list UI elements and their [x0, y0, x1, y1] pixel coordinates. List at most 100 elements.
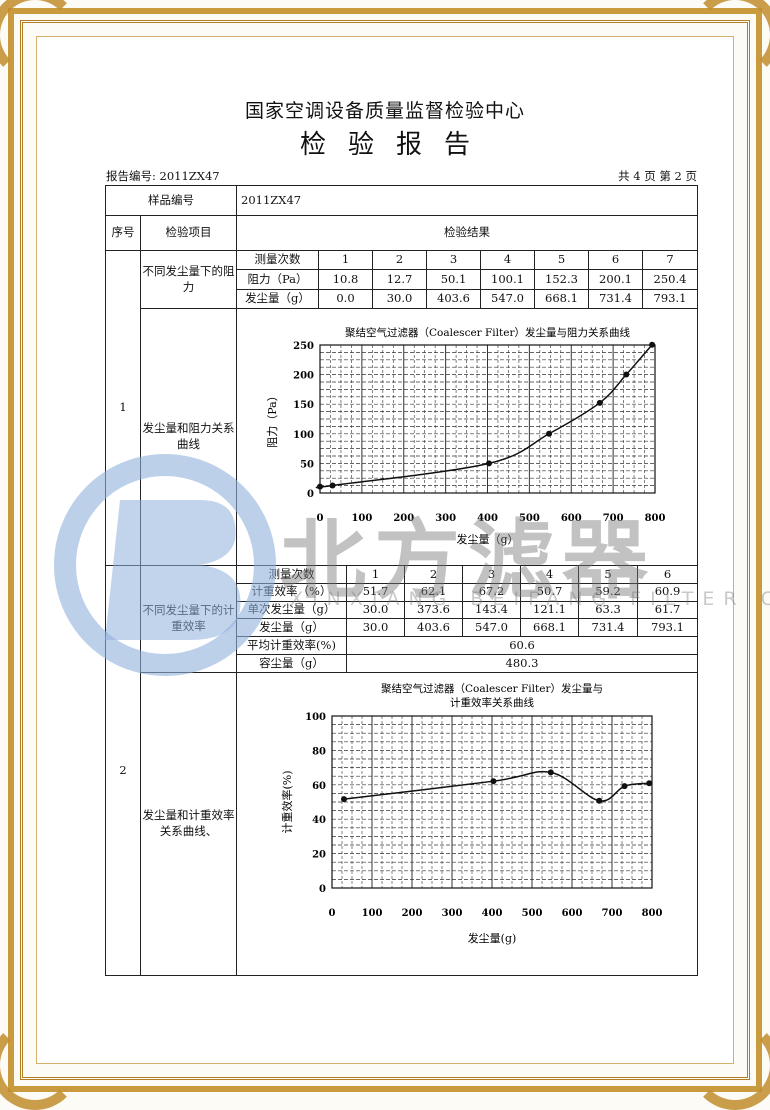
data-point: [649, 341, 656, 348]
y-tick-label: 200: [293, 371, 314, 382]
x-axis-label: 发尘量（g）: [456, 532, 518, 546]
data-point: [596, 399, 603, 406]
avg-efficiency-label: 平均计重效率(%): [236, 636, 347, 656]
header-result: 检验结果: [236, 215, 698, 251]
y-tick-label: 0: [307, 489, 314, 500]
x-tick-label: 600: [562, 908, 583, 919]
table-cell: 152.3: [534, 269, 589, 290]
table-cell: 6: [588, 250, 643, 271]
row-label: 发尘量（g）: [236, 618, 347, 638]
x-axis-label: 发尘量(g): [468, 931, 517, 945]
table-cell: 793.1: [637, 618, 698, 638]
data-point: [596, 797, 603, 804]
corner-ornament: [0, 1020, 80, 1110]
table-cell: 51.7: [346, 582, 405, 602]
table-cell: 793.1: [642, 288, 698, 309]
table-cell: 731.4: [578, 618, 638, 638]
y-tick-label: 20: [312, 850, 326, 861]
ornamental-border-inner: [20, 20, 750, 1080]
y-axis-label: 计重效率(%): [280, 770, 294, 833]
table-cell: 30.0: [372, 288, 427, 309]
table-cell: 59.2: [578, 582, 638, 602]
y-axis-label: 阻力（Pa）: [266, 390, 279, 447]
document-title: 检验报告: [299, 130, 492, 160]
table-cell: 5: [534, 250, 589, 271]
table-cell: 3: [462, 565, 521, 584]
data-point: [623, 371, 630, 378]
header-item: 检验项目: [140, 215, 237, 251]
row-label: 计重效率（%）: [236, 582, 347, 602]
sample-no-value: 2011ZX47: [236, 185, 698, 216]
y-tick-label: 250: [293, 341, 314, 352]
table-cell: 668.1: [520, 618, 579, 638]
table-cell: 63.3: [578, 600, 638, 620]
table-cell: 30.0: [346, 618, 405, 638]
data-point: [317, 483, 323, 490]
plot-frame: [319, 344, 656, 494]
table-cell: 668.1: [534, 288, 589, 309]
y-tick-label: 80: [312, 746, 326, 757]
table-cell: 0.0: [318, 288, 373, 309]
table-cell: 5: [578, 565, 638, 584]
table-cell: 547.0: [462, 618, 521, 638]
x-tick-label: 100: [351, 513, 372, 524]
item-efficiency: 不同发尘量下的计重效率: [140, 565, 237, 673]
series-line: [315, 344, 653, 489]
x-tick-label: 600: [561, 513, 582, 524]
x-tick-label: 500: [519, 513, 540, 524]
data-point: [547, 769, 554, 776]
table-cell: 10.8: [318, 269, 373, 290]
seq-2: 2: [105, 565, 141, 976]
table-cell: 62.1: [404, 582, 463, 602]
item-resistance: 不同发尘量下的阻力: [140, 250, 237, 309]
table-cell: 67.2: [462, 582, 521, 602]
y-tick-label: 60: [312, 781, 326, 792]
data-point: [490, 778, 497, 785]
x-tick-label: 500: [522, 908, 543, 919]
header-seq: 序号: [105, 215, 141, 251]
y-tick-label: 150: [293, 400, 314, 411]
x-tick-label: 700: [602, 908, 623, 919]
row-label: 测量次数: [236, 250, 319, 271]
corner-ornament: [690, 1020, 770, 1110]
x-tick-label: 200: [393, 513, 414, 524]
x-tick-label: 400: [482, 908, 503, 919]
table-cell: 373.6: [404, 600, 463, 620]
resistance-chart: 聚结空气过滤器（Coalescer Filter）发尘量与阻力关系曲线 0 100 2…: [266, 326, 666, 546]
table-cell: 2: [372, 250, 427, 271]
table-cell: 2: [404, 565, 463, 584]
row-label: 阻力（Pa）: [236, 269, 319, 290]
table-cell: 30.0: [346, 600, 405, 620]
dust-capacity-value: 480.3: [346, 654, 698, 673]
data-point: [621, 783, 628, 790]
seq-1: 1: [105, 250, 141, 566]
table-cell: 547.0: [480, 288, 535, 309]
avg-efficiency-value: 60.6: [346, 636, 698, 656]
plot-frame: [331, 715, 653, 889]
table-cell: 4: [480, 250, 535, 271]
table-cell: 3: [426, 250, 481, 271]
data-point: [646, 780, 653, 787]
y-tick-label: 50: [300, 459, 314, 470]
x-tick-label: 700: [603, 513, 624, 524]
y-tick-label: 40: [312, 815, 326, 826]
page-info: 共 4 页 第 2 页: [618, 169, 697, 183]
table-cell: 60.9: [637, 582, 698, 602]
item-resistance-curve: 发尘量和阻力关系曲线: [140, 308, 237, 566]
table-cell: 50.7: [520, 582, 579, 602]
table-cell: 1: [346, 565, 405, 584]
report-number: 报告编号: 2011ZX47: [106, 169, 220, 183]
y-tick-label: 100: [305, 712, 326, 723]
table-cell: 731.4: [588, 288, 643, 309]
table-cell: 61.7: [637, 600, 698, 620]
x-tick-label: 800: [645, 513, 666, 524]
table-cell: 403.6: [426, 288, 481, 309]
table-cell: 143.4: [462, 600, 521, 620]
organization-title: 国家空调设备质量监督检验中心: [244, 100, 525, 122]
x-tick-label: 800: [642, 908, 663, 919]
dust-capacity-label: 容尘量（g）: [236, 654, 347, 673]
x-tick-label: 300: [435, 513, 456, 524]
table-cell: 12.7: [372, 269, 427, 290]
x-tick-label: 0: [317, 513, 324, 524]
